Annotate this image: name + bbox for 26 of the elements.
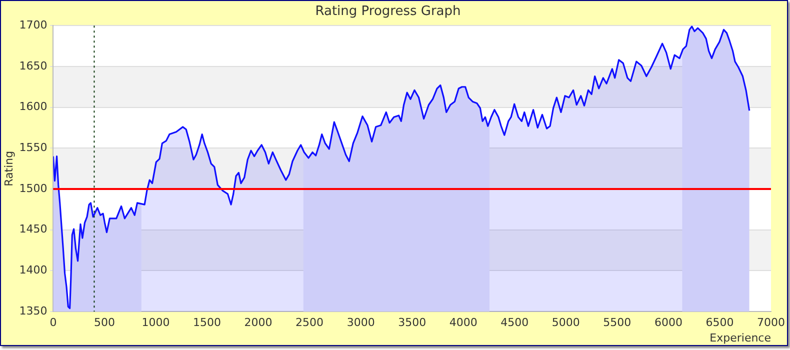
x-tick-label: 3500 — [398, 316, 426, 330]
x-tick-label: 1000 — [142, 316, 170, 330]
y-tick-label: 1400 — [19, 264, 48, 277]
x-tick-label: 2500 — [296, 316, 324, 330]
x-tick-label: 6000 — [654, 316, 682, 330]
x-tick-label: 0 — [50, 316, 57, 330]
y-tick-label: 1350 — [19, 304, 48, 318]
x-tick-label: 2000 — [244, 316, 272, 330]
y-tick-label: 1500 — [19, 182, 48, 195]
x-tick-label: 6500 — [706, 316, 734, 330]
x-tick-label: 5500 — [603, 316, 632, 330]
chart-title: Rating Progress Graph — [315, 4, 461, 20]
y-tick-label: 1450 — [19, 222, 48, 236]
x-tick-label: 500 — [94, 316, 115, 330]
y-tick-label: 1600 — [19, 100, 48, 114]
x-tick-label: 7000 — [757, 316, 786, 330]
y-axis-title: Rating — [2, 150, 16, 186]
x-tick-label: 4000 — [449, 316, 478, 330]
x-tick-label: 4500 — [500, 316, 529, 330]
x-tick-label: 1500 — [193, 316, 222, 330]
y-tick-label: 1700 — [19, 18, 48, 32]
x-axis-title: Experience — [710, 331, 772, 344]
y-tick-label: 1650 — [19, 59, 48, 72]
x-tick-label: 3000 — [346, 316, 375, 330]
y-tick-label: 1550 — [19, 141, 48, 154]
x-tick-label: 5000 — [552, 316, 580, 330]
